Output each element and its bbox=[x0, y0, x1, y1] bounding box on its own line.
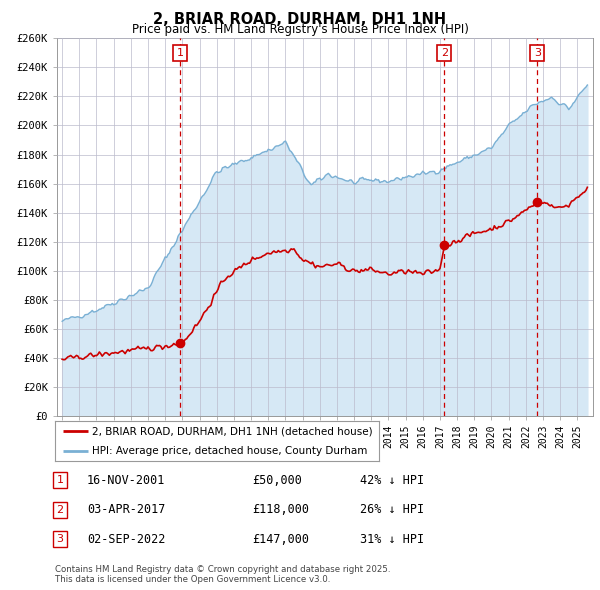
Text: Price paid vs. HM Land Registry's House Price Index (HPI): Price paid vs. HM Land Registry's House … bbox=[131, 23, 469, 36]
Text: 1: 1 bbox=[177, 48, 184, 58]
Text: 03-APR-2017: 03-APR-2017 bbox=[87, 503, 166, 516]
Text: 26% ↓ HPI: 26% ↓ HPI bbox=[360, 503, 424, 516]
Text: 31% ↓ HPI: 31% ↓ HPI bbox=[360, 533, 424, 546]
Text: 3: 3 bbox=[56, 535, 64, 544]
Text: £118,000: £118,000 bbox=[252, 503, 309, 516]
Text: 2, BRIAR ROAD, DURHAM, DH1 1NH (detached house): 2, BRIAR ROAD, DURHAM, DH1 1NH (detached… bbox=[92, 427, 373, 436]
Text: 3: 3 bbox=[534, 48, 541, 58]
Text: 2: 2 bbox=[56, 505, 64, 514]
Text: Contains HM Land Registry data © Crown copyright and database right 2025.
This d: Contains HM Land Registry data © Crown c… bbox=[55, 565, 391, 584]
Text: HPI: Average price, detached house, County Durham: HPI: Average price, detached house, Coun… bbox=[92, 447, 368, 456]
Text: 42% ↓ HPI: 42% ↓ HPI bbox=[360, 474, 424, 487]
Text: 02-SEP-2022: 02-SEP-2022 bbox=[87, 533, 166, 546]
Text: 2: 2 bbox=[440, 48, 448, 58]
Text: 2, BRIAR ROAD, DURHAM, DH1 1NH: 2, BRIAR ROAD, DURHAM, DH1 1NH bbox=[154, 12, 446, 27]
Text: 16-NOV-2001: 16-NOV-2001 bbox=[87, 474, 166, 487]
Text: 1: 1 bbox=[56, 476, 64, 485]
Text: £147,000: £147,000 bbox=[252, 533, 309, 546]
Text: £50,000: £50,000 bbox=[252, 474, 302, 487]
